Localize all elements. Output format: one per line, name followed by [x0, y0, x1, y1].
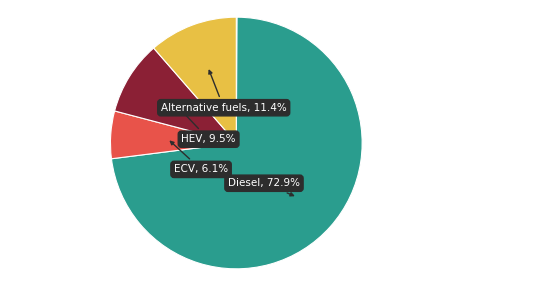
Text: ECV, 6.1%: ECV, 6.1% — [171, 141, 228, 174]
Text: Alternative fuels, 11.4%: Alternative fuels, 11.4% — [161, 70, 286, 113]
Text: Diesel, 72.9%: Diesel, 72.9% — [228, 178, 300, 196]
Text: HEV, 9.5%: HEV, 9.5% — [181, 110, 236, 144]
Wedge shape — [115, 48, 236, 143]
Wedge shape — [153, 17, 236, 143]
Wedge shape — [111, 111, 236, 159]
Wedge shape — [236, 17, 237, 143]
Wedge shape — [111, 17, 362, 269]
